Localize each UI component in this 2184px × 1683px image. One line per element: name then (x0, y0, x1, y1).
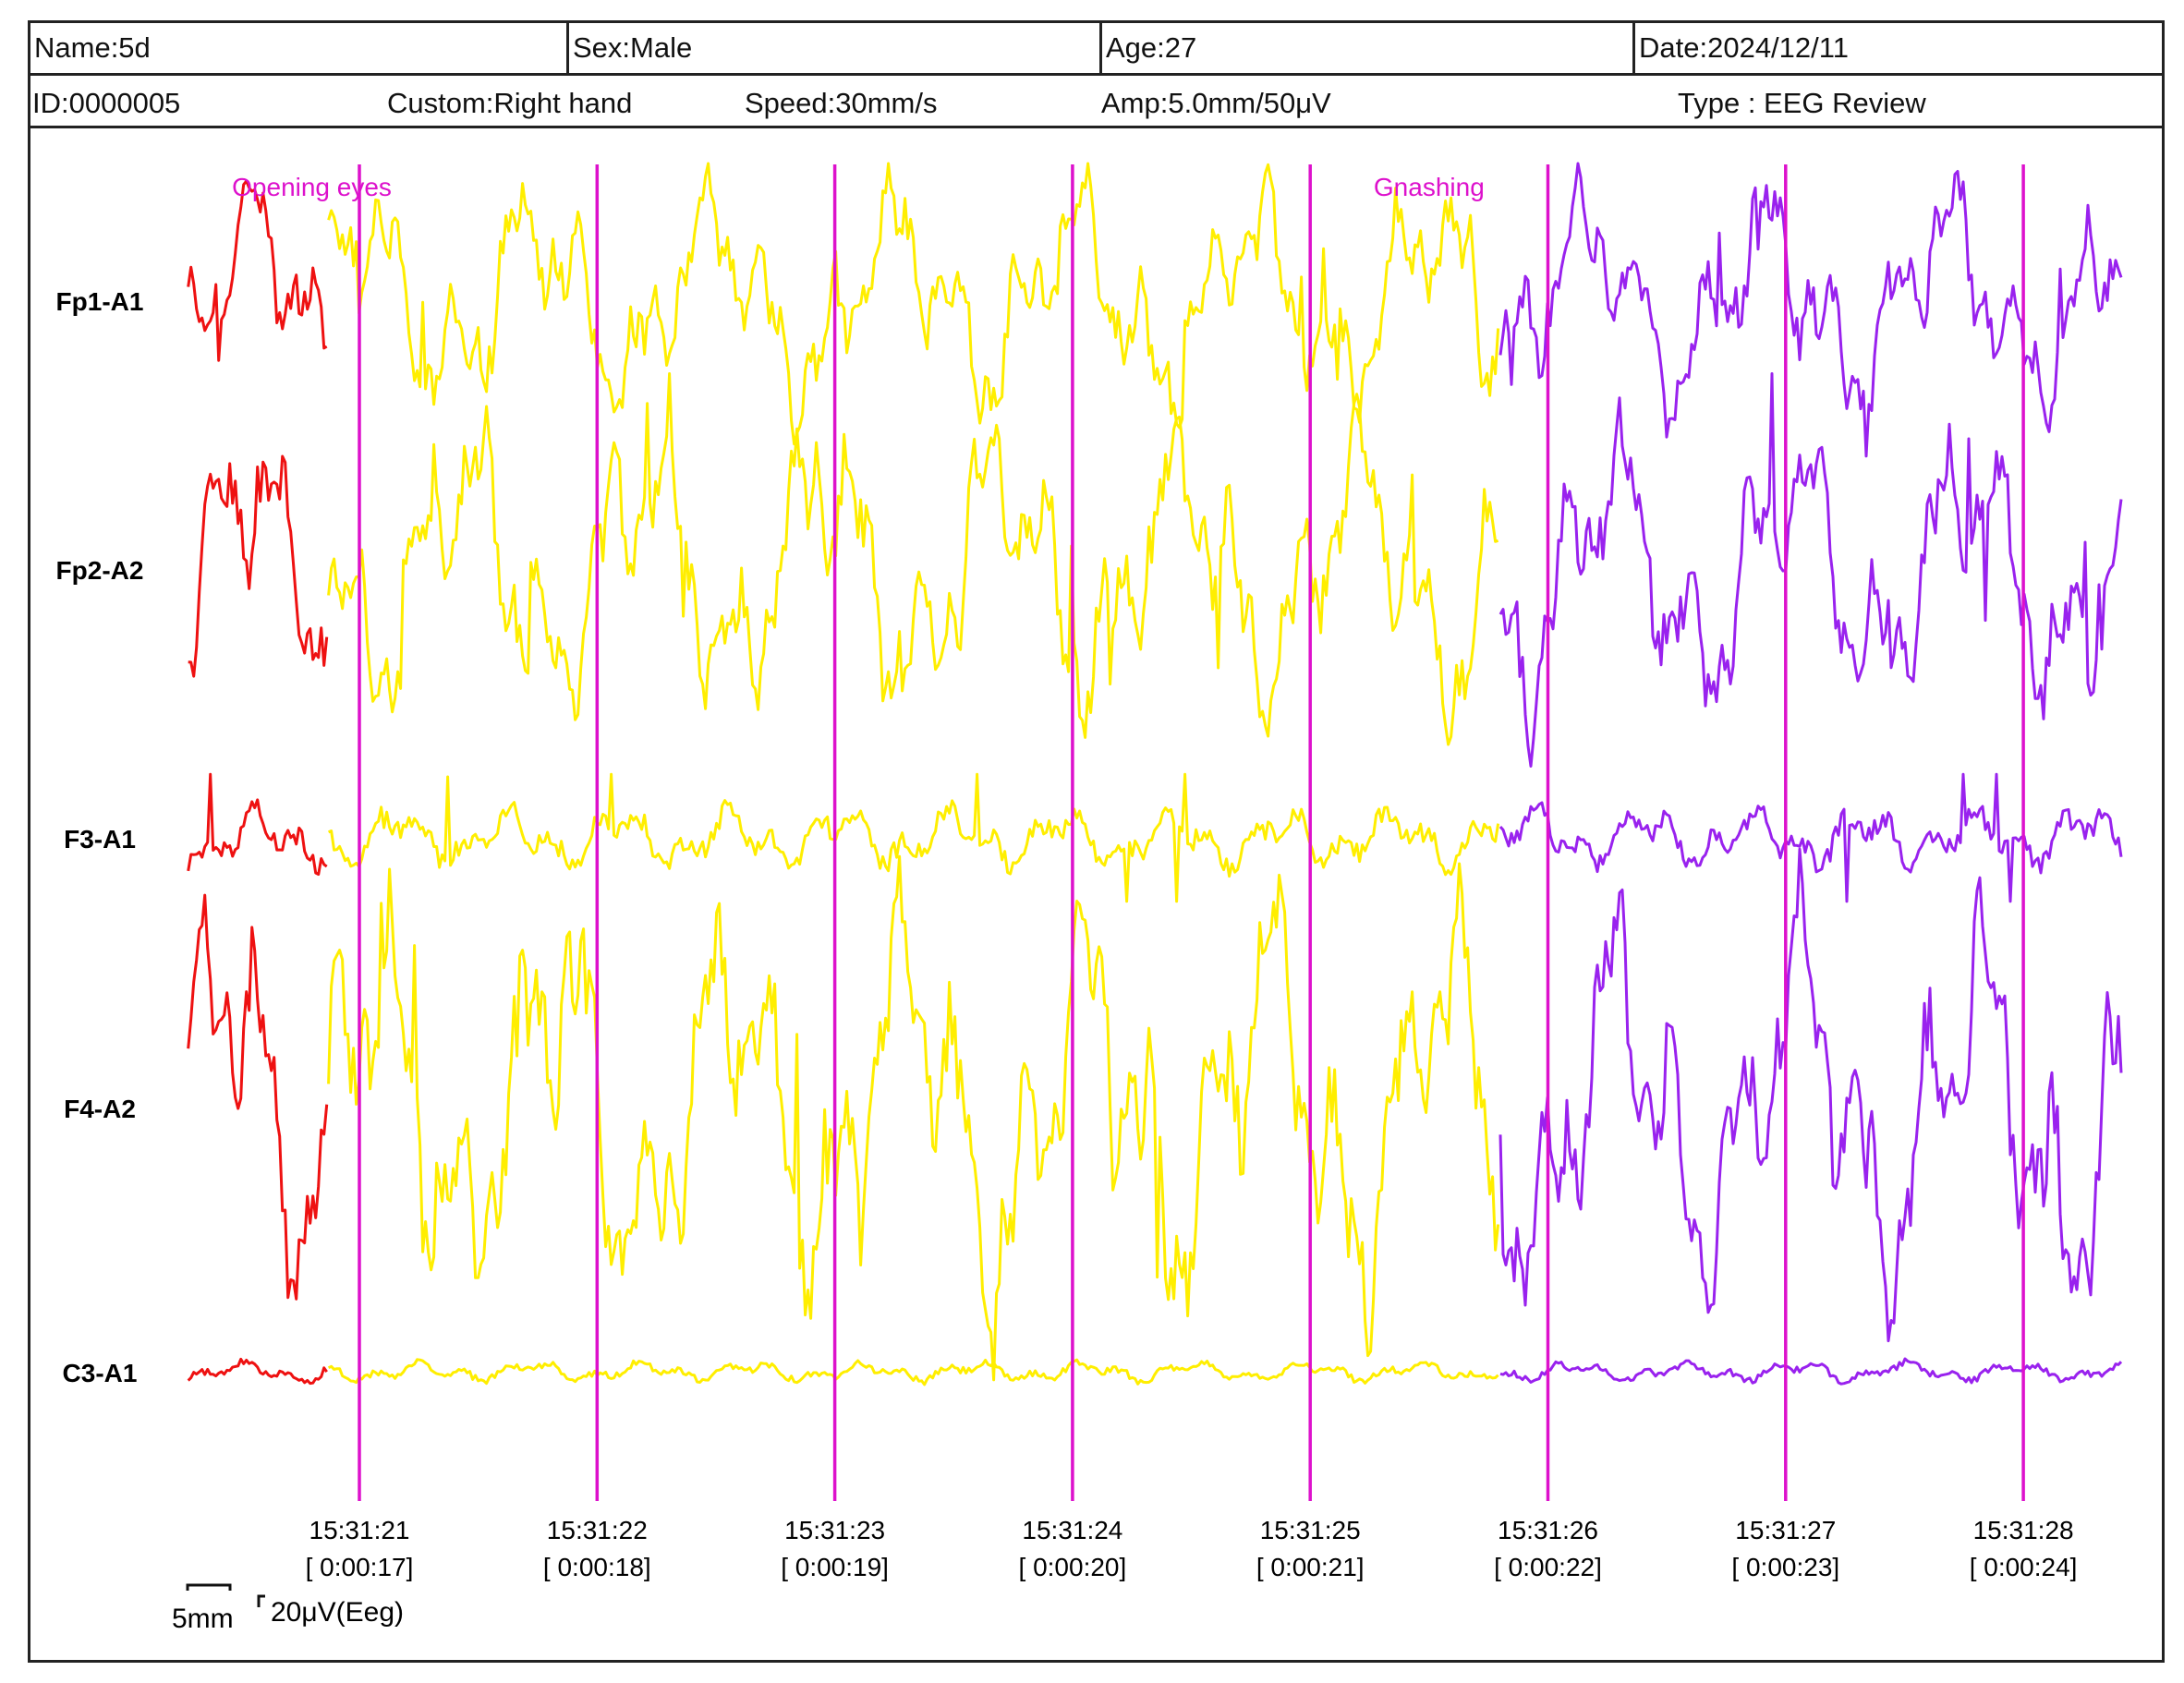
time-axis-labels: 15:31:21 [ 0:00:17] 15:31:22 [ 0:00:18] 15:3… (306, 1516, 2078, 1581)
patient-sex: Sex:Male (566, 23, 1099, 73)
trace-f3-a1-opening-eyes (327, 772, 1500, 903)
trace-f3-a1-gnashing (1498, 772, 2123, 903)
elapsed-label: [ 0:00:22] (1494, 1553, 1602, 1581)
trace-f4-a2-gnashing (1498, 847, 2123, 1343)
patient-name: Name:5d (34, 31, 151, 64)
time-label: 15:31:27 (1735, 1516, 1836, 1544)
time-label: 15:31:28 (1973, 1516, 2074, 1544)
speed-field: Speed:30mm/s (745, 87, 938, 119)
amplitude-scale-bracket (257, 1594, 265, 1607)
trace-fp2-a2-pre-task (188, 454, 329, 678)
scale-bar: 5mm 20μV(Eeg) (172, 1583, 404, 1634)
trace-fp1-a1-pre-task (187, 179, 328, 362)
time-label: 15:31:25 (1260, 1516, 1361, 1544)
event-annotations: Opening eyes Gnashing (232, 173, 1485, 201)
record-date: Date:2024/12/11 (1632, 23, 2162, 73)
eeg-report: Name:5d Sex:Male Age:27 Date:2024/12/11 … (28, 20, 2165, 1663)
time-label: 15:31:23 (784, 1516, 885, 1544)
custom-field: Custom:Right hand (387, 87, 633, 119)
time-label: 15:31:26 (1498, 1516, 1598, 1544)
header-row-patient: Name:5d Sex:Male Age:27 Date:2024/12/11 (30, 23, 2162, 76)
trace-f3-a1-pre-task (187, 772, 328, 877)
channel-label: F4-A2 (64, 1095, 136, 1123)
elapsed-label: [ 0:00:17] (306, 1553, 414, 1581)
trace-fp1-a1-opening-eyes (327, 162, 1500, 446)
annotation-label: Gnashing (1374, 173, 1485, 201)
time-label: 15:31:24 (1022, 1516, 1122, 1544)
trace-c3-a1-gnashing (1499, 1357, 2123, 1386)
header-row-recording: ID:0000005 Custom:Right hand Speed:30mm/… (30, 76, 2162, 128)
elapsed-label: [ 0:00:24] (1970, 1553, 2078, 1581)
type-field: Type : EEG Review (1678, 87, 1926, 119)
annotation-label: Opening eyes (232, 173, 392, 201)
time-label: 15:31:22 (547, 1516, 648, 1544)
elapsed-label: [ 0:00:23] (1731, 1553, 1839, 1581)
elapsed-label: [ 0:00:19] (781, 1553, 889, 1581)
time-label: 15:31:21 (309, 1516, 410, 1544)
channel-labels: Fp1-A1 Fp2-A2 F3-A1 F4-A2 C3-A1 (56, 287, 144, 1387)
channel-label: C3-A1 (63, 1359, 138, 1387)
elapsed-label: [ 0:00:21] (1256, 1553, 1365, 1581)
time-scale-label: 5mm (172, 1604, 234, 1634)
time-marker-lines (358, 164, 2025, 1501)
channel-label: Fp1-A1 (56, 287, 144, 316)
amp-field: Amp:5.0mm/50μV (1101, 87, 1331, 119)
trace-fp1-a1-gnashing (1498, 162, 2123, 458)
channel-label: F3-A1 (64, 825, 136, 854)
elapsed-label: [ 0:00:20] (1019, 1553, 1127, 1581)
amplitude-scale-label: 20μV(Eeg) (271, 1597, 404, 1628)
channel-label: Fp2-A2 (56, 556, 144, 585)
trace-c3-a1-opening-eyes (327, 1358, 1499, 1386)
trace-fp2-a2-opening-eyes (327, 372, 1499, 746)
trace-f4-a2-pre-task (187, 893, 329, 1301)
record-id: ID:0000005 (32, 87, 181, 119)
eeg-traces (187, 162, 2123, 1386)
time-scale-bracket (186, 1583, 232, 1591)
trace-f4-a2-opening-eyes (327, 854, 1500, 1382)
elapsed-label: [ 0:00:18] (543, 1553, 651, 1581)
trace-fp2-a2-gnashing (1498, 372, 2123, 768)
trace-c3-a1-pre-task (187, 1357, 328, 1386)
patient-age: Age:27 (1099, 23, 1632, 73)
